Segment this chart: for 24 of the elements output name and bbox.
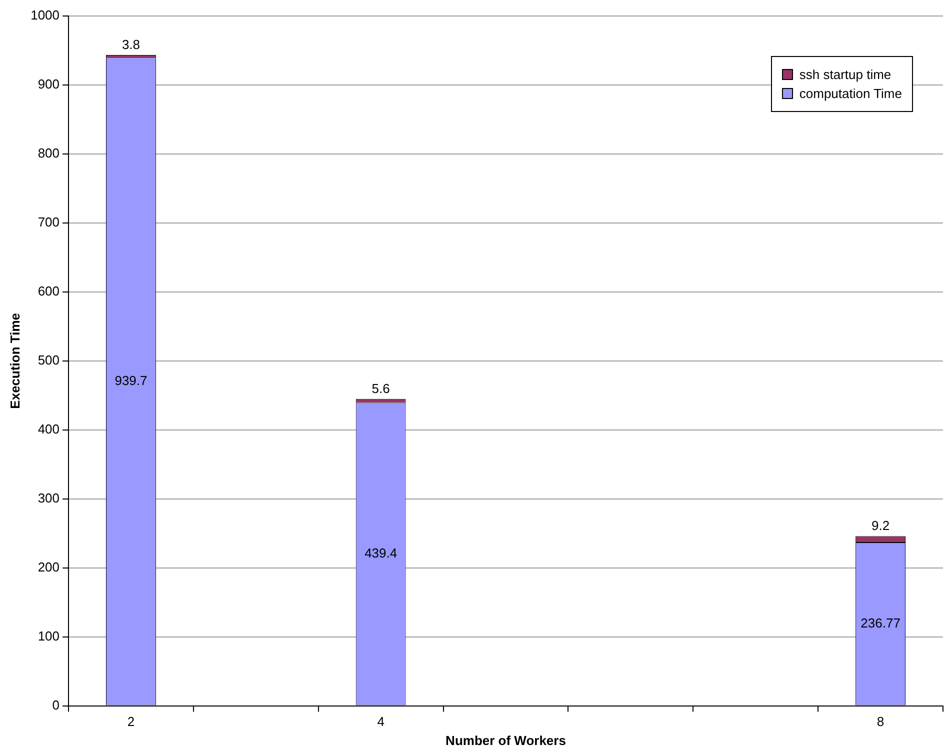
data-label: 5.6: [372, 380, 390, 396]
data-label: 9.2: [872, 518, 890, 534]
y-tick-label: 600: [38, 284, 60, 298]
legend-label: ssh startup time: [799, 67, 892, 82]
data-label: 236.77: [860, 615, 900, 630]
x-tick-label: 4: [377, 714, 384, 730]
y-tick-label: 500: [38, 352, 60, 368]
data-label: 939.7: [114, 373, 148, 388]
y-tick-label: 900: [38, 76, 60, 92]
y-tick-label: 400: [38, 421, 60, 436]
data-label: 3.8: [122, 37, 140, 52]
legend-label: computation Time: [799, 86, 902, 101]
x-tick-label: 2: [127, 714, 135, 730]
y-tick-label: 800: [38, 146, 60, 161]
y-tick-label: 1000: [30, 8, 60, 23]
data-label: 439.4: [364, 546, 398, 561]
y-tick-label: 0: [52, 697, 60, 712]
y-axis-title: Execution Time: [7, 312, 22, 409]
y-tick-label: 200: [38, 559, 60, 574]
y-tick-label: 700: [38, 214, 60, 230]
x-axis-title: Number of Workers: [446, 732, 566, 748]
y-tick-label: 300: [38, 490, 60, 506]
y-tick-label: 100: [38, 628, 60, 644]
x-tick-label: 8: [876, 714, 884, 730]
